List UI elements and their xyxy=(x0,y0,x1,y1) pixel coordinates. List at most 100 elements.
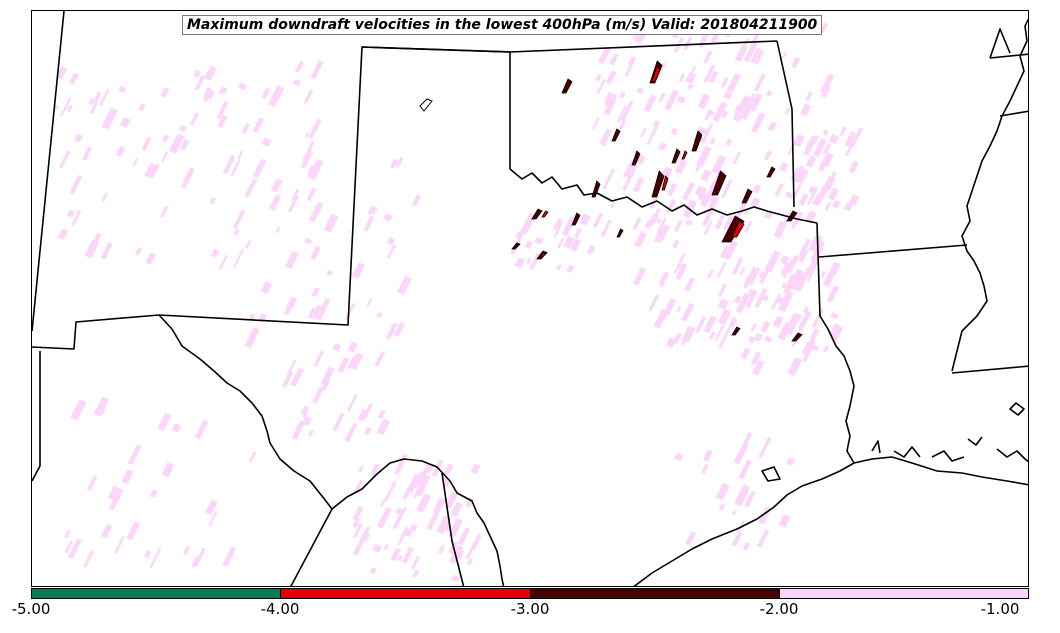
downdraft-area xyxy=(718,309,732,325)
downdraft-area xyxy=(597,46,612,65)
downdraft-area xyxy=(115,145,126,157)
downdraft-area xyxy=(434,506,441,514)
downdraft-area xyxy=(55,66,68,80)
downdraft-area xyxy=(636,87,644,94)
downdraft-area xyxy=(97,407,106,414)
downdraft-area xyxy=(248,451,257,463)
downdraft-area xyxy=(261,137,272,147)
louisiana-coast xyxy=(871,436,1028,463)
downdraft-area xyxy=(370,463,381,477)
downdraft-area xyxy=(233,228,240,236)
downdraft-area xyxy=(101,192,108,202)
downdraft-area xyxy=(753,73,766,92)
downdraft-area xyxy=(514,257,525,269)
downdraft-area xyxy=(676,95,686,104)
downdraft-area xyxy=(739,105,752,120)
colorbar-tick-label: -5.00 xyxy=(11,600,51,618)
downdraft-area xyxy=(270,178,283,193)
downdraft-area xyxy=(529,252,541,270)
downdraft-area xyxy=(135,247,143,256)
downdraft-area xyxy=(363,215,375,232)
downdraft-area xyxy=(291,420,306,440)
downdraft-area xyxy=(685,71,697,84)
downdraft-area xyxy=(711,154,727,175)
downdraft-area xyxy=(774,183,784,197)
downdraft-area xyxy=(822,345,830,353)
downdraft-area xyxy=(798,238,812,258)
downdraft-area xyxy=(183,545,191,555)
downdraft-area xyxy=(144,162,157,178)
downdraft-area xyxy=(450,501,463,518)
downdraft-area xyxy=(697,93,711,110)
downdraft-area xyxy=(377,409,386,419)
downdraft-area xyxy=(714,324,725,341)
downdraft-area xyxy=(671,148,681,164)
downdraft-area xyxy=(672,239,680,249)
downdraft-area xyxy=(539,252,547,258)
downdraft-area xyxy=(822,265,839,287)
downdraft-area xyxy=(657,224,670,241)
downdraft-area xyxy=(779,210,792,232)
downdraft-area xyxy=(285,296,298,310)
downdraft-area xyxy=(750,46,761,63)
downdraft-area xyxy=(656,218,662,224)
downdraft-area xyxy=(752,360,765,376)
downdraft-area xyxy=(781,51,788,60)
downdraft-area xyxy=(60,97,72,117)
downdraft-area xyxy=(372,544,383,553)
tn-border-east xyxy=(999,110,1028,117)
downdraft-area xyxy=(714,220,723,230)
downdraft-area xyxy=(664,89,680,111)
downdraft-area xyxy=(812,193,823,207)
downdraft-area xyxy=(570,238,582,252)
downdraft-area xyxy=(777,290,794,313)
downdraft-area xyxy=(301,150,314,169)
downdraft-area xyxy=(248,313,256,321)
downdraft-area xyxy=(812,135,819,144)
downdraft-area xyxy=(162,134,170,143)
downdraft-area xyxy=(275,226,281,234)
downdraft-area xyxy=(89,101,99,115)
colorbar-tick-label: -3.00 xyxy=(510,600,550,618)
downdraft-area xyxy=(777,321,793,341)
downdraft-area xyxy=(232,248,245,268)
downdraft-area xyxy=(728,317,738,328)
downdraft-area xyxy=(828,134,840,144)
coastal-islands xyxy=(761,402,1025,482)
downdraft-area xyxy=(803,139,816,156)
downdraft-area xyxy=(651,65,661,83)
downdraft-area xyxy=(795,314,803,321)
downdraft-area xyxy=(171,423,182,433)
downdraft-area xyxy=(402,487,412,500)
downdraft-area xyxy=(800,103,812,117)
colorbar-tick-label: -2.00 xyxy=(759,600,799,618)
downdraft-area xyxy=(616,105,628,123)
downdraft-area xyxy=(168,133,185,154)
downdraft-area xyxy=(636,154,646,165)
downdraft-area xyxy=(757,529,770,548)
downdraft-area xyxy=(798,193,809,206)
downdraft-area xyxy=(310,60,324,79)
downdraft-area xyxy=(144,550,152,559)
downdraft-area xyxy=(244,178,258,198)
downdraft-area xyxy=(850,127,863,147)
downdraft-area xyxy=(132,157,139,167)
downdraft-area xyxy=(179,124,187,132)
downdraft-area xyxy=(313,304,322,316)
downdraft-area xyxy=(608,57,617,66)
downdraft-area xyxy=(610,201,616,209)
downdraft-area xyxy=(731,220,745,238)
downdraft-area xyxy=(541,210,549,218)
downdraft-area xyxy=(670,127,679,136)
downdraft-area xyxy=(805,155,817,168)
downdraft-area xyxy=(743,209,749,216)
downdraft-area xyxy=(352,517,361,528)
downdraft-area xyxy=(179,138,190,151)
downdraft-area xyxy=(826,285,840,303)
downdraft-area xyxy=(566,264,575,273)
ar-la-border xyxy=(818,244,968,258)
downdraft-area xyxy=(723,90,733,100)
downdraft-area xyxy=(632,177,645,193)
downdraft-area xyxy=(806,266,817,283)
downdraft-area xyxy=(304,131,310,138)
